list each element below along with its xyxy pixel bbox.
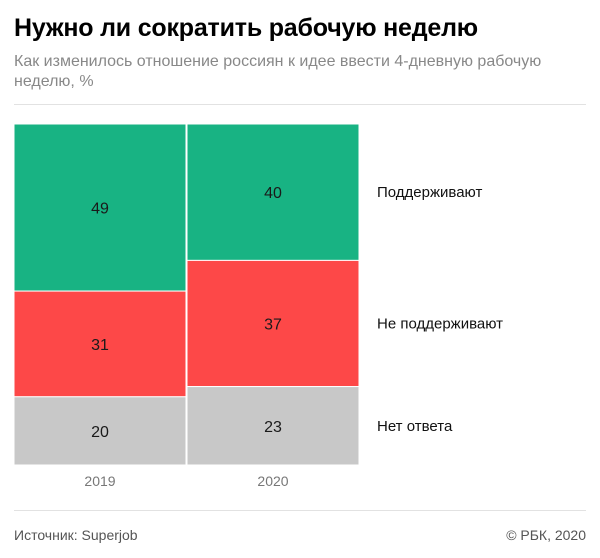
source-note: Источник: Superjob	[14, 527, 138, 543]
copyright-note: © РБК, 2020	[506, 527, 586, 543]
data-label-2020-1: 40	[264, 185, 282, 202]
bar-segment-2020-1	[186, 123, 360, 261]
top-divider	[14, 104, 586, 105]
bar-segment-2019-3	[13, 396, 187, 466]
x-tick-label-2020: 2020	[257, 473, 288, 489]
data-label-2020-2: 37	[264, 316, 282, 333]
bar-segment-2020-3	[186, 386, 360, 466]
legend-label-2: Не поддерживают	[377, 315, 503, 332]
legend-label-3: Нет ответа	[377, 418, 453, 435]
data-label-2020-3: 23	[264, 419, 282, 436]
data-label-2019-3: 20	[91, 424, 109, 441]
chart-title: Нужно ли сократить рабочую неделю	[14, 14, 478, 42]
x-tick-label-2019: 2019	[84, 473, 115, 489]
data-label-2019-2: 31	[91, 337, 109, 354]
stacked-bar-chart: 49 31 20 2019 40 37 23 2020 Поддерживают Не подде…	[13, 123, 503, 489]
bar-segment-2019-1	[13, 123, 187, 292]
legend-label-1: Поддерживают	[377, 184, 482, 201]
bar-segment-2019-2	[13, 290, 187, 398]
chart-subtitle: Как изменилось отношение россиян к идее …	[14, 53, 542, 90]
bar-segment-2020-2	[186, 259, 360, 388]
data-label-2019-1: 49	[91, 201, 109, 218]
bottom-divider	[14, 510, 586, 511]
